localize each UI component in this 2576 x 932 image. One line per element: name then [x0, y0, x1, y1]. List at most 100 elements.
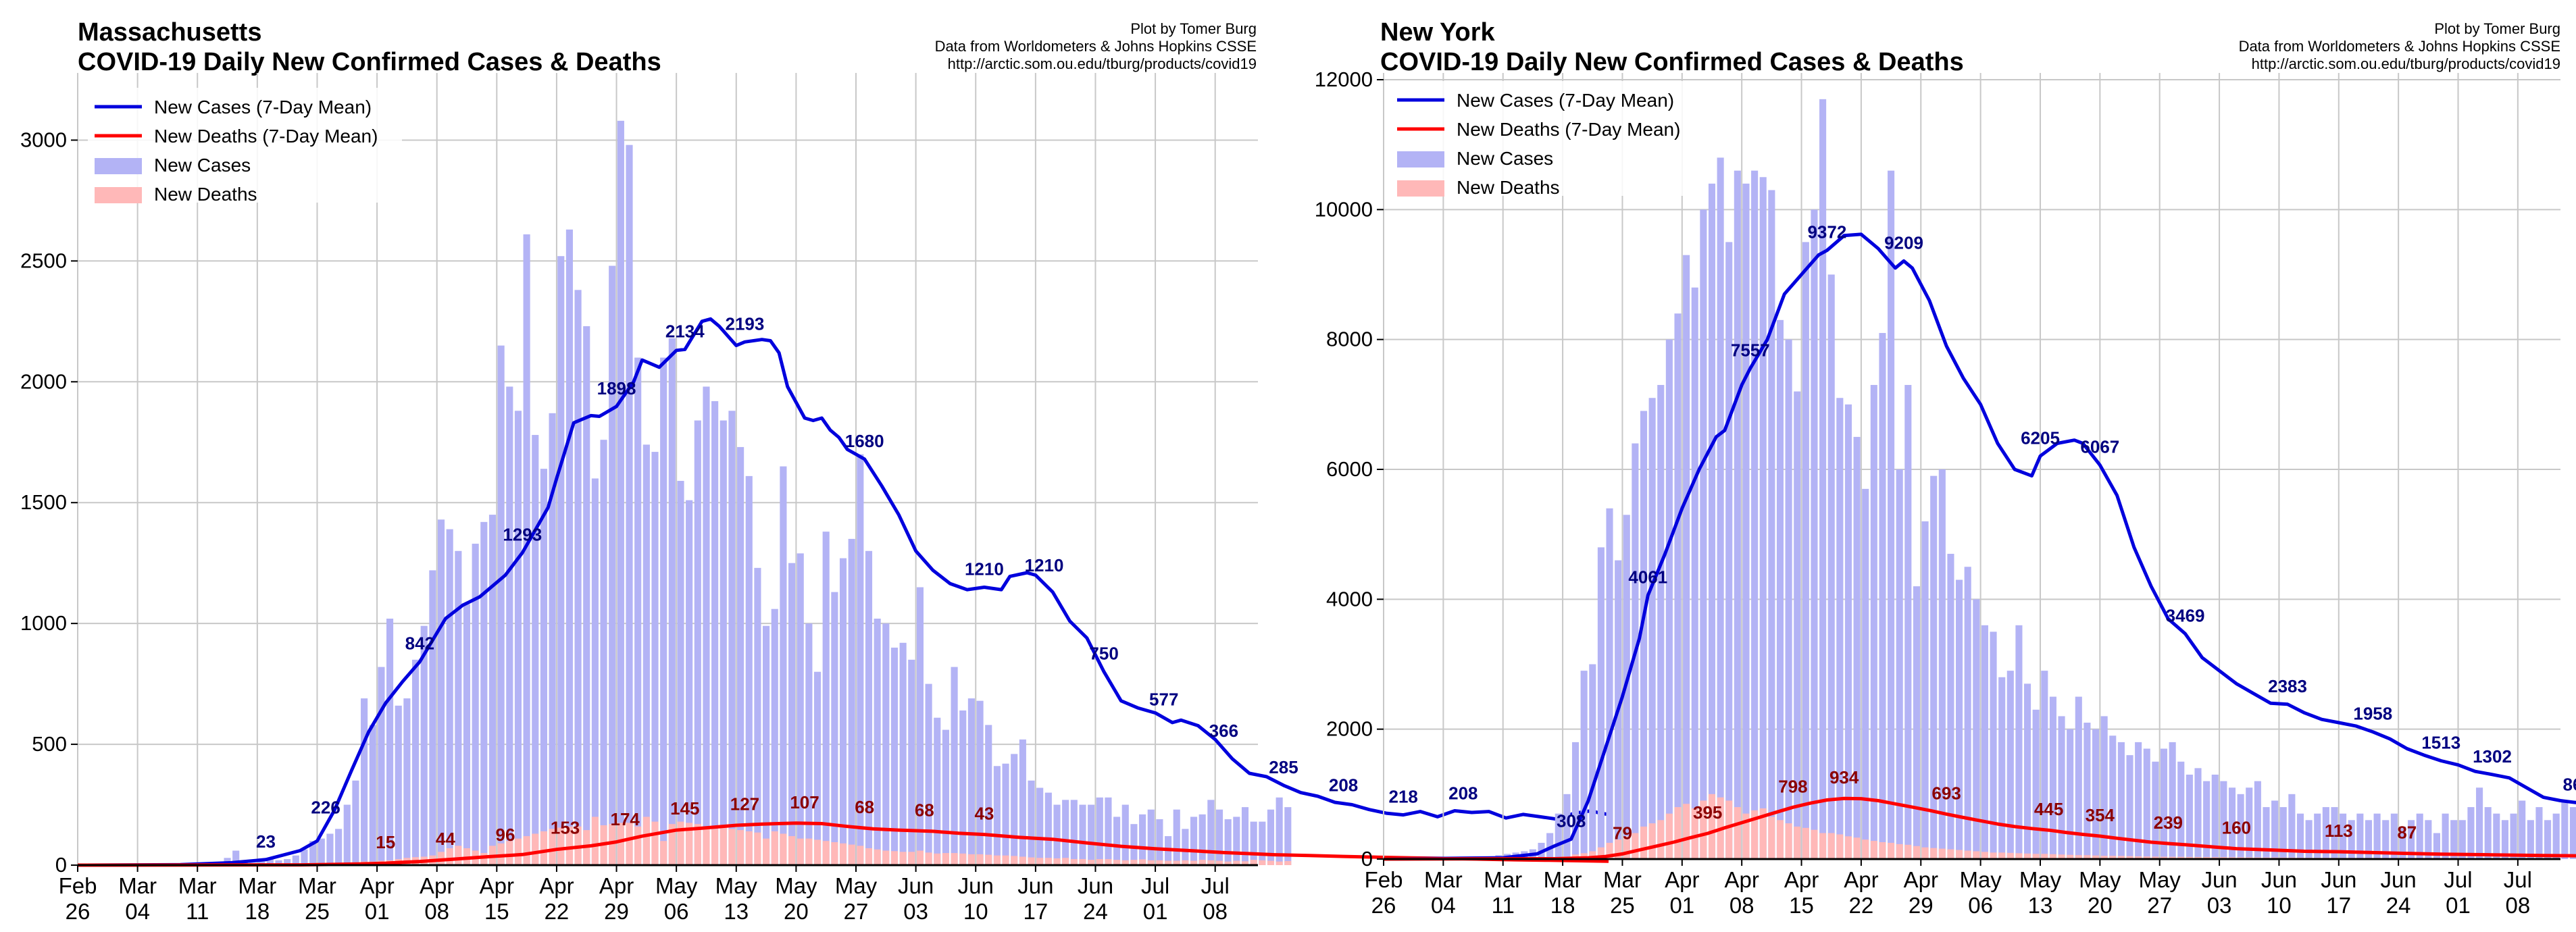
- x-tick-day: 26: [1371, 893, 1396, 918]
- case-mean-label: 218: [1389, 787, 1418, 807]
- case-bar: [1207, 800, 1214, 865]
- death-bar: [720, 828, 727, 865]
- x-tick-day: 18: [245, 899, 270, 924]
- x-tick-day: 22: [545, 899, 570, 924]
- case-bar: [455, 551, 461, 865]
- x-tick-month: May: [1959, 867, 2002, 892]
- x-tick-day: 15: [484, 899, 509, 924]
- case-bar: [301, 850, 307, 865]
- death-bar: [1862, 839, 1869, 859]
- x-tick-month: Apr: [539, 873, 574, 898]
- death-mean-label: 395: [1693, 802, 1722, 823]
- case-bar: [1199, 814, 1206, 865]
- case-bar: [814, 672, 821, 865]
- death-bar: [951, 853, 958, 865]
- x-tick-month: Feb: [1365, 867, 1403, 892]
- case-bar: [703, 386, 709, 865]
- case-bar: [1096, 798, 1103, 865]
- death-bar: [1276, 862, 1283, 865]
- legend-label: New Deaths (7-Day Mean): [1457, 119, 1680, 140]
- y-tick-label: 3000: [20, 128, 67, 151]
- x-tick-month: May: [715, 873, 758, 898]
- cases-bars: [147, 121, 1292, 865]
- case-bar: [2476, 787, 2483, 859]
- case-bar: [1113, 817, 1120, 865]
- x-tick-month: May: [2139, 867, 2181, 892]
- case-bar: [2169, 742, 2176, 859]
- case-bar: [2083, 723, 2090, 859]
- credit-line: http://arctic.som.ou.edu/tburg/products/…: [948, 55, 1257, 72]
- legend-label: New Cases: [1457, 148, 1553, 169]
- case-bar: [634, 358, 641, 865]
- death-bar: [1640, 827, 1647, 859]
- case-bar: [1242, 807, 1248, 865]
- case-bar: [2442, 814, 2449, 859]
- x-tick-month: Jul: [1141, 873, 1169, 898]
- death-bar: [1657, 820, 1664, 859]
- death-bar: [831, 842, 838, 865]
- case-mean-label: 3469: [2166, 605, 2205, 625]
- y-tick-label: 500: [32, 732, 67, 756]
- case-bar: [480, 522, 487, 865]
- case-bar: [600, 440, 607, 865]
- x-tick-month: Jun: [2381, 867, 2417, 892]
- x-tick-month: Apr: [480, 873, 514, 898]
- death-bar: [1768, 817, 1775, 859]
- case-bar: [1649, 398, 1656, 859]
- case-bar: [2502, 820, 2508, 859]
- case-bar: [1233, 817, 1240, 865]
- case-bar: [985, 725, 992, 865]
- case-bar: [609, 266, 615, 865]
- death-bar: [1734, 807, 1741, 859]
- case-bar: [1998, 677, 2005, 859]
- case-bar: [1811, 209, 1817, 859]
- case-bar: [1572, 742, 1579, 859]
- death-bar: [805, 839, 812, 865]
- case-bar: [1657, 385, 1664, 859]
- case-bar: [1216, 810, 1223, 865]
- death-bar: [1062, 858, 1069, 865]
- death-bar: [1028, 858, 1034, 865]
- death-bar: [1777, 820, 1784, 859]
- death-bar: [763, 839, 769, 865]
- death-bar: [814, 839, 821, 865]
- x-tick-day: 27: [844, 899, 869, 924]
- case-mean-label: 308: [1557, 810, 1586, 831]
- x-tick-month: Mar: [1484, 867, 1522, 892]
- case-bar: [566, 230, 573, 865]
- death-mean-label: 354: [2086, 805, 2115, 825]
- case-bar: [643, 444, 650, 865]
- x-tick-month: Apr: [1904, 867, 1938, 892]
- case-bar: [2527, 820, 2534, 859]
- death-bar: [959, 854, 966, 865]
- case-mean-label: 2383: [2268, 676, 2307, 696]
- case-mean-label: 2193: [726, 313, 765, 334]
- case-bar: [1879, 333, 1886, 859]
- case-bar: [463, 604, 470, 865]
- case-bar: [720, 421, 727, 865]
- death-mean-label: 798: [1778, 776, 1807, 796]
- case-bar: [1965, 567, 1971, 859]
- case-bar: [1700, 209, 1707, 859]
- death-bar: [447, 848, 453, 865]
- x-tick-month: Apr: [1784, 867, 1819, 892]
- case-bar: [1139, 814, 1146, 865]
- x-tick-month: Jul: [2504, 867, 2532, 892]
- case-bar: [1683, 255, 1690, 859]
- case-bar: [1105, 798, 1111, 865]
- death-bar: [840, 844, 847, 865]
- case-bar: [2485, 807, 2492, 859]
- case-mean-label: 1680: [845, 431, 884, 451]
- credit-line: Data from Worldometers & Johns Hopkins C…: [935, 38, 1257, 55]
- y-tick-label: 2000: [20, 369, 67, 393]
- death-bar: [703, 827, 709, 865]
- case-bar: [2152, 762, 2158, 859]
- x-tick-day: 29: [604, 899, 629, 924]
- case-bar: [2467, 807, 2474, 859]
- legend: New Cases (7-Day Mean)New Deaths (7-Day …: [1390, 81, 1704, 198]
- case-bar: [2015, 625, 2022, 859]
- x-tick-month: Apr: [420, 873, 454, 898]
- case-bar: [840, 559, 847, 865]
- y-tick-label: 6000: [1326, 457, 1373, 481]
- case-mean-label: 577: [1149, 690, 1178, 710]
